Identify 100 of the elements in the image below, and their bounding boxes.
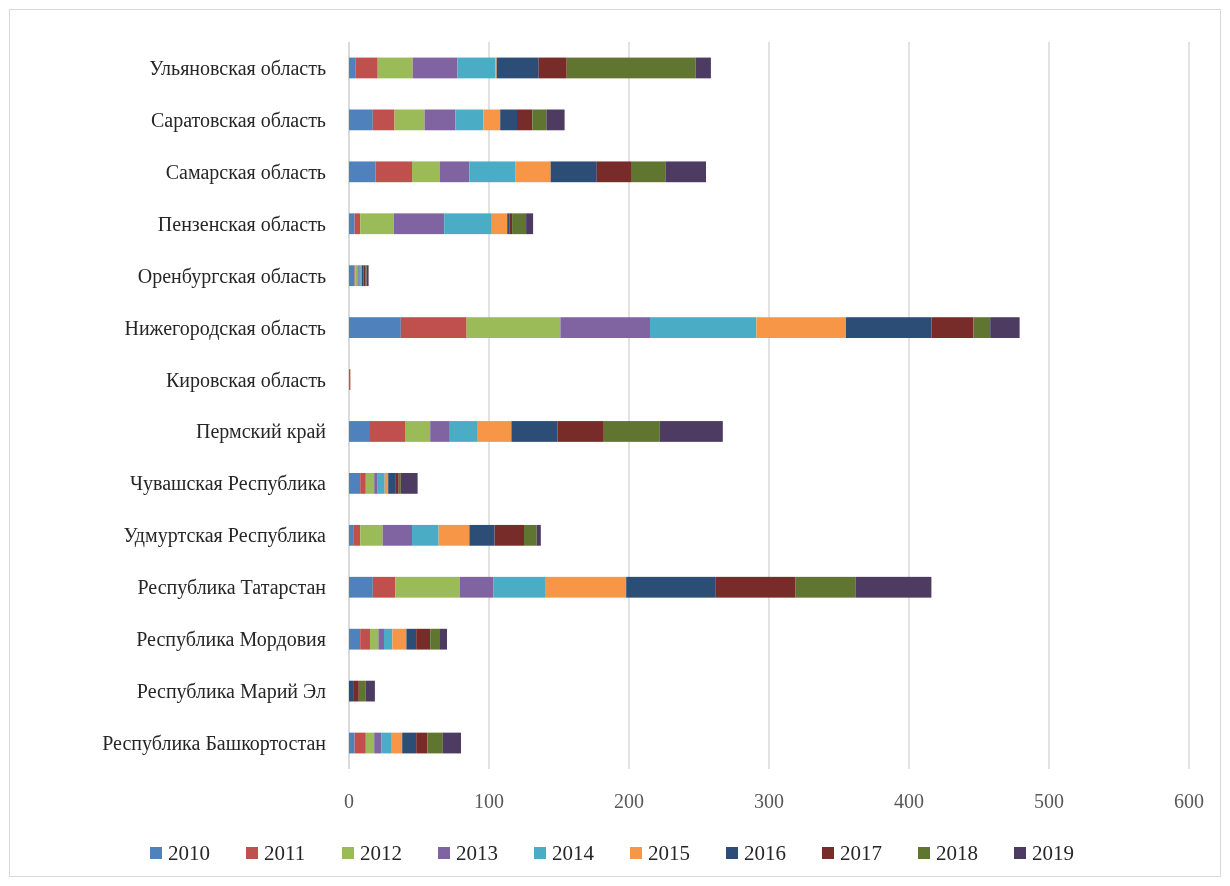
bar	[349, 732, 355, 754]
bar	[377, 57, 413, 79]
legend-label: 2019	[1032, 841, 1074, 865]
bar	[394, 109, 425, 131]
bar	[931, 317, 974, 338]
bar	[382, 524, 412, 546]
bar	[412, 161, 440, 183]
bar	[353, 524, 361, 546]
legend-label: 2013	[456, 841, 498, 865]
legend-label: 2010	[168, 841, 210, 865]
x-tick-label: 300	[754, 790, 784, 812]
bar	[378, 628, 384, 650]
bar	[393, 213, 445, 235]
bar	[500, 109, 517, 131]
bar	[855, 576, 932, 598]
bar	[455, 109, 484, 131]
bar	[715, 576, 796, 598]
bar	[360, 213, 394, 235]
y-tick-label: Нижегородская область	[124, 316, 326, 340]
legend-label: 2015	[648, 841, 690, 865]
bar	[973, 317, 991, 338]
bar	[545, 576, 627, 598]
bar	[349, 57, 356, 79]
bar	[650, 317, 757, 338]
bar	[355, 57, 378, 79]
bar	[374, 473, 378, 494]
bar	[349, 628, 361, 650]
y-tick-label: Республика Башкортостан	[102, 732, 327, 756]
bar	[466, 317, 561, 338]
bar	[512, 213, 527, 235]
bar	[438, 524, 470, 546]
bar	[665, 161, 706, 183]
y-tick-label: Самарская область	[165, 160, 326, 184]
bar	[538, 57, 567, 79]
bar	[469, 161, 516, 183]
legend-label: 2018	[936, 841, 978, 865]
x-tick-label: 100	[474, 790, 504, 812]
bar	[365, 473, 375, 494]
bar	[400, 317, 467, 338]
bar	[377, 473, 385, 494]
bar	[424, 109, 456, 131]
bar	[365, 680, 375, 702]
bar	[360, 473, 366, 494]
y-tick-label: Пермский край	[196, 420, 327, 444]
bar	[990, 317, 1020, 338]
bar	[449, 421, 478, 442]
bar	[406, 628, 417, 650]
y-tick-label: Удмуртская Республика	[123, 524, 327, 548]
bar	[442, 732, 461, 754]
legend-label: 2014	[552, 841, 595, 865]
bar	[375, 161, 412, 183]
bar	[596, 161, 632, 183]
bar	[459, 576, 494, 598]
bar	[416, 732, 428, 754]
x-tick-label: 0	[344, 790, 354, 812]
bar	[349, 317, 401, 338]
bar	[370, 421, 405, 442]
bar	[440, 628, 447, 650]
bar	[440, 161, 470, 183]
y-tick-label: Республика Мордовия	[136, 628, 326, 652]
bar	[349, 680, 354, 702]
bar	[756, 317, 846, 338]
x-tick-label: 200	[614, 790, 644, 812]
y-tick-label: Кировская область	[165, 368, 326, 392]
bar	[477, 421, 512, 442]
y-tick-label: Пензенская область	[157, 212, 326, 235]
bar	[846, 317, 932, 338]
bar	[526, 213, 534, 235]
bar	[493, 576, 545, 598]
bar	[349, 161, 376, 183]
x-tick-label: 400	[894, 790, 924, 812]
bar	[496, 57, 539, 79]
x-tick-label: 600	[1174, 790, 1204, 812]
bar	[483, 109, 501, 131]
bar	[532, 109, 547, 131]
bar	[349, 576, 373, 598]
bar	[416, 628, 431, 650]
bar	[349, 524, 354, 546]
bar	[603, 421, 660, 442]
x-tick-label: 500	[1034, 790, 1064, 812]
bar	[695, 57, 711, 79]
bar	[511, 421, 558, 442]
bar	[560, 317, 650, 338]
bar	[430, 628, 440, 650]
bar	[354, 732, 366, 754]
bar	[659, 421, 723, 442]
legend-label: 2017	[840, 841, 882, 865]
bar	[469, 524, 495, 546]
bar	[384, 628, 393, 650]
bar	[349, 109, 373, 131]
bar	[626, 576, 716, 598]
legend-label: 2016	[744, 841, 786, 865]
bar	[515, 161, 551, 183]
y-tick-label: Чувашская Республика	[129, 472, 327, 496]
bar	[550, 161, 597, 183]
bar	[381, 732, 391, 754]
bar	[360, 524, 383, 546]
bar	[430, 421, 450, 442]
bar	[795, 576, 856, 598]
y-tick-label: Оренбургская область	[137, 264, 326, 288]
